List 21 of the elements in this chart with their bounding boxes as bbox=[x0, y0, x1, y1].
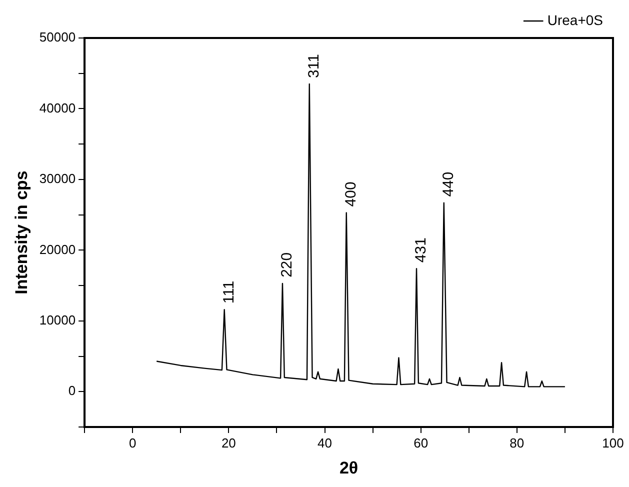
x-tick-label: 0 bbox=[128, 435, 136, 450]
y-tick-label: 0 bbox=[68, 383, 76, 398]
x-tick-label: 20 bbox=[221, 435, 236, 450]
x-tick-label: 80 bbox=[510, 435, 524, 450]
x-tick-label: 60 bbox=[414, 435, 428, 450]
annotation: 431 bbox=[412, 238, 430, 263]
y-tick-label: 20000 bbox=[39, 242, 76, 257]
annotation: 400 bbox=[342, 182, 360, 207]
annotation: 440 bbox=[440, 172, 458, 197]
y-axis-title: Intensity in cps bbox=[12, 170, 31, 294]
y-tick-label: 30000 bbox=[39, 171, 76, 186]
y-tick-label: 10000 bbox=[39, 312, 76, 328]
x-axis-title: 2θ bbox=[339, 458, 358, 478]
y-tick-label: 40000 bbox=[39, 100, 76, 116]
legend-label: Urea+0S bbox=[547, 12, 604, 28]
annotation: 111 bbox=[220, 280, 238, 304]
x-tick-label: 100 bbox=[602, 435, 624, 450]
annotation: 220 bbox=[278, 252, 296, 278]
annotation: 311 bbox=[306, 54, 323, 78]
x-tick-label: 40 bbox=[318, 435, 332, 450]
y-tick-label: 50000 bbox=[39, 30, 76, 45]
